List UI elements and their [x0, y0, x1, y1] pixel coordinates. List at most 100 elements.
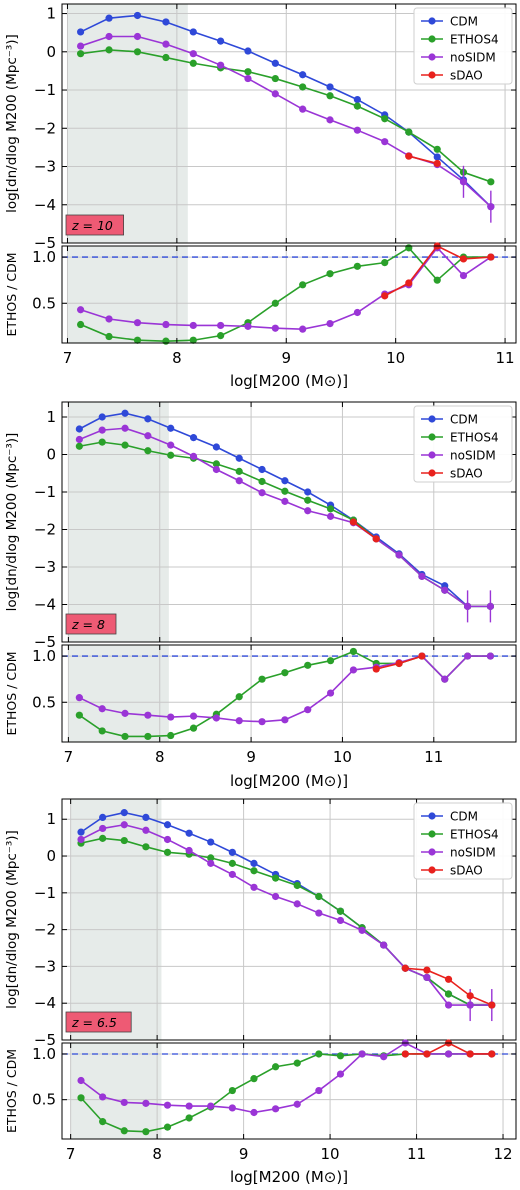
data-point-ethos4 — [433, 145, 441, 153]
data-point-nosidm — [189, 712, 198, 720]
data-point-ethos4 — [167, 731, 175, 740]
data-point-nosidm — [207, 859, 215, 867]
legend: CDM ETHOS4 noSIDM sDAO — [413, 7, 513, 85]
y-tick-label: −5 — [34, 1031, 56, 1049]
series-nosidm — [75, 424, 495, 623]
data-point-ethos4 — [405, 244, 413, 252]
data-point-nosidm — [250, 1108, 258, 1117]
legend-box — [413, 7, 513, 85]
series-nosidm — [77, 821, 496, 1022]
data-point-ethos4 — [98, 727, 106, 735]
data-point-nosidm — [326, 116, 334, 124]
redshift-label: z = 10 — [71, 218, 113, 233]
data-point-cdm — [76, 28, 85, 36]
data-point-nosidm — [315, 909, 323, 917]
data-point-ethos4 — [162, 337, 170, 345]
data-point-nosidm — [353, 126, 361, 134]
data-point-nosidm — [326, 320, 334, 328]
data-point-cdm — [144, 415, 152, 423]
data-point-ethos4 — [326, 505, 335, 513]
data-point-ethos4 — [212, 460, 220, 468]
data-point-nosidm — [395, 551, 403, 559]
data-point-cdm — [142, 813, 150, 821]
legend-marker-ethos4 — [428, 433, 436, 441]
data-point-ethos4 — [250, 1075, 258, 1083]
y-tick-label: −1 — [34, 884, 56, 902]
data-point-nosidm — [75, 435, 83, 444]
redshift-badge-box — [65, 214, 124, 236]
data-point-nosidm — [353, 308, 361, 317]
data-point-nosidm — [380, 941, 388, 949]
y-tick-label: 1 — [46, 408, 56, 426]
data-point-ethos4 — [217, 332, 225, 340]
data-point-ethos4 — [326, 92, 334, 100]
data-point-ethos4 — [353, 102, 361, 110]
data-point-ethos4 — [142, 1128, 150, 1136]
data-point-cdm — [228, 848, 236, 856]
legend-marker-cdm — [428, 415, 436, 423]
data-point-ethos4 — [162, 53, 170, 62]
data-point-nosidm — [358, 926, 366, 934]
data-point-sdao — [381, 292, 389, 300]
data-point-cdm — [244, 47, 252, 55]
y-axis-label: log[dn/dlog M200 (Mpc⁻³)] — [4, 830, 20, 1009]
axes-frame — [61, 644, 517, 743]
ratio-axes: 1.0 0.5 ETHOS / CDM — [4, 242, 517, 345]
data-point-ethos4 — [133, 48, 142, 56]
data-point-sdao — [395, 659, 403, 668]
y-tick-label: −4 — [34, 196, 56, 214]
data-point-nosidm — [133, 319, 142, 327]
legend-marker-cdm — [428, 17, 436, 25]
data-point-ethos4 — [281, 487, 289, 495]
data-point-ethos4 — [381, 115, 389, 123]
data-point-sdao — [459, 255, 468, 263]
data-point-cdm — [121, 409, 129, 417]
data-point-cdm — [98, 413, 106, 421]
legend-marker-nosidm — [428, 451, 436, 459]
legend-marker-cdm — [428, 812, 436, 820]
data-point-nosidm — [418, 572, 426, 580]
x-tick-label: 9 — [246, 748, 256, 766]
data-point-ethos4 — [98, 438, 106, 446]
x-axis-label: log[M200 (M⊙)] — [230, 1168, 348, 1186]
legend-marker-ethos4 — [428, 830, 436, 838]
legend-label-ethos4: ETHOS4 — [450, 828, 499, 842]
data-point-nosidm — [258, 718, 266, 726]
data-point-ethos4 — [250, 867, 258, 875]
x-tick-label: 11 — [496, 349, 515, 367]
data-point-ethos4 — [281, 669, 289, 677]
data-point-ethos4 — [293, 881, 301, 890]
data-point-nosidm — [423, 973, 431, 982]
data-point-cdm — [258, 465, 266, 474]
x-tick-label: 8 — [172, 349, 182, 367]
y-tick-label: 1.0 — [32, 1045, 56, 1063]
data-point-cdm — [77, 828, 85, 836]
axes-frame — [61, 1042, 517, 1140]
data-point-ethos4 — [235, 693, 243, 701]
data-point-ethos4 — [99, 834, 107, 842]
y-tick-label: −1 — [34, 81, 56, 99]
data-point-sdao — [418, 652, 426, 660]
data-point-nosidm — [326, 689, 335, 697]
y-tick-label: −2 — [34, 921, 56, 939]
data-point-nosidm — [349, 666, 358, 674]
data-point-nosidm — [75, 694, 83, 702]
ratio-axes: 1.0 0.5 ETHOS / CDM — [4, 1039, 517, 1140]
legend-marker-ethos4 — [428, 35, 436, 43]
data-point-nosidm — [235, 717, 243, 725]
x-tick-label: 8 — [152, 1145, 162, 1163]
data-point-ethos4 — [381, 259, 389, 267]
x-tick-label: 11 — [424, 748, 443, 766]
y-axis-label: log[dn/dlog M200 (Mpc⁻³)] — [4, 34, 20, 213]
data-point-nosidm — [212, 714, 220, 722]
axes-frame — [61, 798, 517, 1041]
data-point-nosidm — [228, 1104, 236, 1112]
legend-label-nosidm: noSIDM — [450, 846, 496, 860]
data-point-ethos4 — [75, 442, 83, 450]
data-point-nosidm — [258, 489, 266, 497]
data-point-cdm — [75, 425, 83, 433]
data-point-ethos4 — [349, 647, 358, 656]
data-point-nosidm — [167, 713, 175, 721]
data-point-nosidm — [315, 1086, 323, 1095]
data-point-nosidm — [105, 32, 113, 41]
